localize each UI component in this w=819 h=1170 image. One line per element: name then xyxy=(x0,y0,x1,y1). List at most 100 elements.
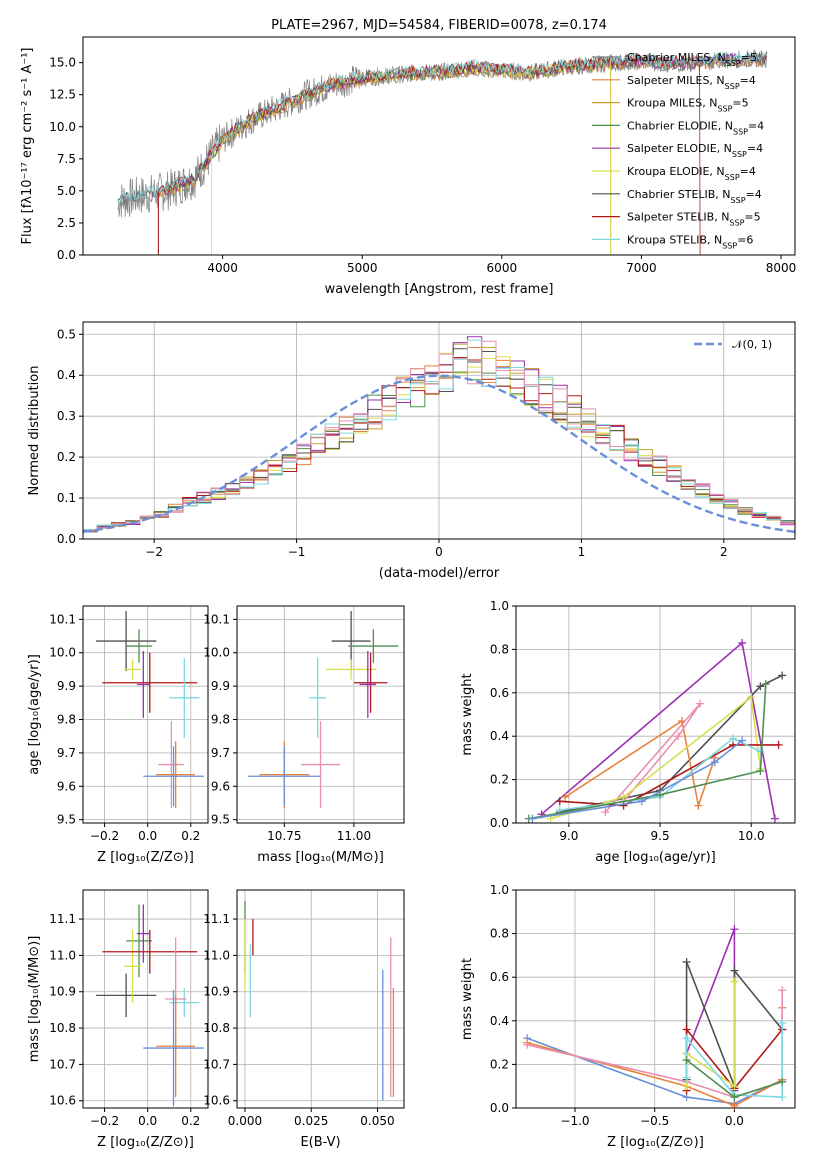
y-tick-label: 0.0 xyxy=(490,816,509,830)
y-tick-label: 9.6 xyxy=(211,779,230,793)
x-tick-label: 8000 xyxy=(766,261,797,275)
data-point-marker xyxy=(730,925,739,934)
data-point-marker xyxy=(774,740,783,749)
legend-value: =4 xyxy=(747,142,763,155)
x-tick-label: 7000 xyxy=(626,261,657,275)
legend-label: Chabrier STELIB, NSSP=4 xyxy=(627,188,762,205)
y-tick-label: 9.5 xyxy=(57,813,76,827)
legend-label: 𝒩(0, 1) xyxy=(732,338,772,351)
legend-label: Salpeter ELODIE, NSSP=4 xyxy=(627,142,763,159)
x-tick-label: −1 xyxy=(288,545,306,559)
data-point-marker xyxy=(528,814,537,823)
x-tick-label: 11.00 xyxy=(337,829,371,843)
x-tick-label: 10.75 xyxy=(267,829,301,843)
legend-value: =4 xyxy=(740,165,756,178)
data-point-marker xyxy=(730,1093,739,1102)
legend-value: =5 xyxy=(744,211,760,224)
y-tick-label: 10.0 xyxy=(49,646,76,660)
series-line xyxy=(526,1037,783,1105)
data-point-marker xyxy=(637,797,646,806)
y-tick-label: 0.4 xyxy=(490,1014,509,1028)
legend-value: =5 xyxy=(741,51,757,64)
histogram-step xyxy=(83,340,795,532)
y-tick-label: 11.0 xyxy=(49,948,76,962)
y-tick-label: 9.7 xyxy=(57,746,76,760)
y-tick-label: 1.0 xyxy=(490,883,509,897)
y-tick-label: 9.9 xyxy=(211,679,230,693)
data-point-marker xyxy=(730,977,739,986)
data-point-marker xyxy=(523,1040,532,1049)
data-point-marker xyxy=(601,808,610,817)
y-tick-label: 0.4 xyxy=(490,729,509,743)
x-tick-label: −0.2 xyxy=(90,1114,119,1128)
y-tick-label: 10.7 xyxy=(49,1057,76,1071)
plot-frame xyxy=(82,321,796,540)
y-tick-label: 12.5 xyxy=(49,88,76,102)
legend-subscript: SSP xyxy=(729,218,744,227)
series-line xyxy=(564,719,716,809)
legend-subscript: SSP xyxy=(717,104,732,113)
histogram-group xyxy=(83,336,795,533)
y-tick-label: 0.1 xyxy=(57,491,76,505)
data-point-marker xyxy=(682,1056,691,1065)
legend-subscript: SSP xyxy=(722,241,737,250)
y-tick-label: 10.0 xyxy=(203,646,230,660)
y-tick-label: 10.1 xyxy=(203,612,230,626)
data-point-marker xyxy=(738,638,747,647)
legend-subscript: SSP xyxy=(726,59,741,68)
legend-label: Chabrier MILES, NSSP=5 xyxy=(627,51,757,68)
y-tick-label: 9.5 xyxy=(211,813,230,827)
x-tick-label: 9.5 xyxy=(651,829,670,843)
x-axis-label: E(B-V) xyxy=(300,1135,340,1150)
legend-subscript: SSP xyxy=(725,81,740,90)
y-axis-label: mass weight xyxy=(460,673,475,755)
y-tick-label: 0.2 xyxy=(57,450,76,464)
data-point-marker xyxy=(674,732,683,741)
y-tick-label: 5.0 xyxy=(57,184,76,198)
x-tick-label: 6000 xyxy=(487,261,518,275)
x-axis-label: age [log₁₀(age/yr)] xyxy=(595,850,716,865)
y-tick-label: 9.7 xyxy=(211,746,230,760)
legend-subscript: SSP xyxy=(725,173,740,182)
plot-frame xyxy=(82,889,209,1109)
data-point-marker xyxy=(730,1082,739,1091)
y-tick-label: 11.1 xyxy=(49,912,76,926)
y-tick-label: 10.8 xyxy=(203,1021,230,1035)
chart-title: PLATE=2967, MJD=54584, FIBERID=0078, z=0… xyxy=(271,18,607,33)
legend-subscript: SSP xyxy=(732,150,747,159)
y-axis-label: age [log₁₀(age/yr)] xyxy=(27,654,42,775)
x-tick-label: 0.0 xyxy=(138,829,157,843)
series-line xyxy=(532,739,743,820)
x-tick-label: 9.0 xyxy=(559,829,578,843)
legend-value: =4 xyxy=(740,74,756,87)
data-point-marker xyxy=(682,1082,691,1091)
x-tick-label: 4000 xyxy=(207,261,238,275)
model-spectrum-line xyxy=(210,55,612,255)
y-tick-label: 0.0 xyxy=(490,1101,509,1115)
y-tick-label: 11.0 xyxy=(203,948,230,962)
x-tick-label: 0.0 xyxy=(725,1114,744,1128)
x-tick-label: −2 xyxy=(145,545,163,559)
y-tick-label: 10.9 xyxy=(49,985,76,999)
data-point-marker xyxy=(682,957,691,966)
legend-label: Chabrier ELODIE, NSSP=4 xyxy=(627,119,764,136)
x-tick-label: 0.2 xyxy=(181,1114,200,1128)
data-point-marker xyxy=(761,680,770,689)
x-tick-label: 0 xyxy=(435,545,443,559)
y-tick-label: 0.5 xyxy=(57,327,76,341)
y-tick-label: 10.9 xyxy=(203,985,230,999)
x-axis-label: mass [log₁₀(M/M⊙)] xyxy=(257,850,384,865)
data-point-marker xyxy=(710,758,719,767)
x-tick-label: −0.2 xyxy=(90,829,119,843)
y-axis-label: Flux [fλ10⁻¹⁷ erg cm⁻² s⁻¹ A⁻¹] xyxy=(20,48,35,245)
y-tick-label: 0.4 xyxy=(57,368,76,382)
series-line xyxy=(528,684,767,820)
data-point-marker xyxy=(730,966,739,975)
data-point-marker xyxy=(778,1077,787,1086)
data-point-marker xyxy=(778,1093,787,1102)
data-point-marker xyxy=(561,792,570,801)
legend-value: =4 xyxy=(746,188,762,201)
x-tick-label: 0.000 xyxy=(228,1114,262,1128)
model-spectrum-line xyxy=(117,51,767,204)
